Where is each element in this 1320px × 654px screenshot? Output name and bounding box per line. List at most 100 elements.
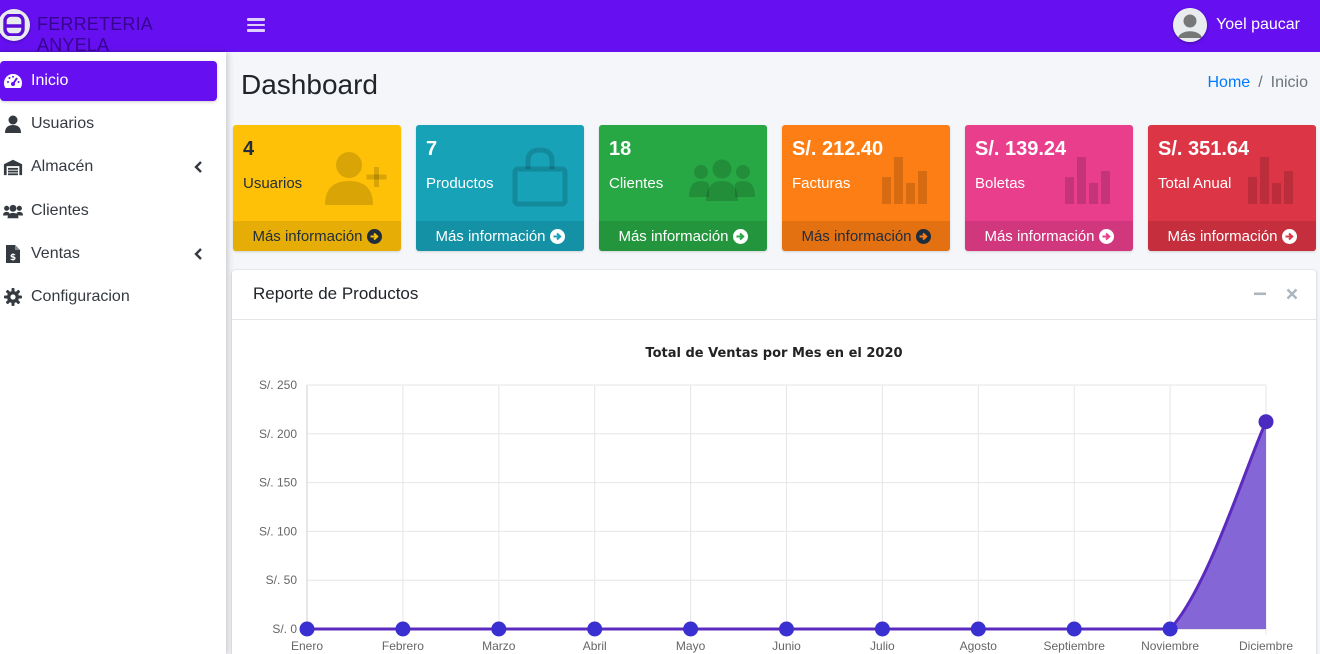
chart-points	[299, 414, 1274, 637]
top-navbar: FERRETERIA ANYELA Yoel paucar	[0, 0, 1320, 55]
x-tick-label: Febrero	[382, 639, 424, 653]
x-tick-label: Junio	[772, 639, 801, 653]
dashboard-gauge-icon	[3, 71, 23, 91]
y-tick-label: S/. 150	[259, 476, 297, 490]
sidebar-item-almacen[interactable]: Almacén	[0, 147, 217, 187]
bar-chart-icon	[882, 157, 927, 204]
info-box-label: Clientes	[609, 175, 664, 192]
chart-point[interactable]	[970, 621, 986, 637]
info-box-value: S/. 351.64	[1158, 138, 1250, 160]
brand[interactable]: FERRETERIA ANYELA	[0, 0, 226, 55]
letter-a-logo-icon	[0, 9, 30, 41]
card-header: Reporte de Productos	[232, 270, 1316, 320]
sidebar-item-label: Usuarios	[31, 115, 95, 132]
sidebar-item-ventas[interactable]: $ Ventas	[0, 234, 217, 274]
sales-area-chart: Total de Ventas por Mes en el 2020 S/. 0…	[259, 346, 1293, 653]
chart-x-axis: Enero Febrero Marzo Abril Mayo Junio Julio Agos…	[291, 639, 1293, 653]
chart-point[interactable]	[299, 621, 315, 637]
more-info-link[interactable]: Más información	[233, 221, 401, 251]
shopping-bag-icon	[512, 147, 568, 207]
bar-chart-icon	[1248, 157, 1293, 204]
info-box-label: Productos	[426, 175, 494, 192]
x-tick-label: Abril	[583, 639, 607, 653]
info-box-label: Facturas	[792, 175, 851, 192]
info-box-value: S/. 212.40	[792, 138, 884, 160]
sidebar-item-inicio[interactable]: Inicio	[0, 61, 217, 101]
x-tick-label: Noviembre	[1141, 639, 1199, 653]
x-tick-label: Marzo	[482, 639, 516, 653]
info-box-boletas: S/. 139.24 Boletas Más información	[965, 125, 1133, 251]
hamburger-icon[interactable]	[247, 15, 265, 35]
chart-point[interactable]	[491, 621, 507, 637]
user-plus-icon	[325, 152, 387, 205]
x-tick-label: Julio	[870, 639, 895, 653]
chart-point[interactable]	[1162, 621, 1178, 637]
arrow-circle-right-icon	[549, 228, 565, 244]
minus-icon[interactable]	[1253, 287, 1267, 301]
arrow-circle-right-icon	[732, 228, 748, 244]
info-box-value: 18	[609, 138, 632, 160]
arrow-circle-right-icon	[1098, 228, 1114, 244]
sidebar-item-usuarios[interactable]: Usuarios	[0, 104, 217, 144]
y-tick-label: S/. 200	[259, 427, 297, 441]
brand-name: FERRETERIA ANYELA	[37, 14, 153, 55]
chart-grid	[306, 384, 1267, 635]
sidebar-item-label: Inicio	[31, 72, 69, 89]
x-tick-label: Mayo	[676, 639, 706, 653]
chart-point[interactable]	[395, 621, 411, 637]
user-menu[interactable]: Yoel paucar	[1173, 5, 1300, 45]
more-info-label: Más información	[435, 227, 546, 245]
y-tick-label: S/. 0	[272, 622, 297, 636]
warehouse-icon	[3, 157, 23, 177]
x-tick-label: Enero	[291, 639, 323, 653]
gear-icon	[3, 287, 23, 307]
x-tick-label: Septiembre	[1044, 639, 1106, 653]
chart-point[interactable]	[874, 621, 890, 637]
users-icon	[689, 159, 755, 201]
chart-point[interactable]	[1066, 621, 1082, 637]
page-title: Dashboard	[241, 69, 378, 100]
info-box-total-anual: S/. 351.64 Total Anual Más información	[1148, 125, 1316, 251]
card-title: Reporte de Productos	[253, 284, 419, 303]
user-name: Yoel paucar	[1216, 16, 1300, 33]
chart-point[interactable]	[587, 621, 603, 637]
breadcrumb-home-link[interactable]: Home	[1207, 74, 1251, 91]
more-info-link[interactable]: Más información	[416, 221, 584, 251]
chevron-left-icon	[194, 161, 202, 173]
y-tick-label: S/. 50	[266, 573, 298, 587]
invoice-dollar-icon: $	[3, 244, 23, 264]
more-info-link[interactable]: Más información	[782, 221, 950, 251]
arrow-circle-right-icon	[915, 228, 931, 244]
info-box-label: Usuarios	[243, 175, 303, 192]
info-box-facturas: S/. 212.40 Facturas Más información	[782, 125, 950, 251]
breadcrumb: Home / Inicio	[1208, 74, 1309, 92]
user-icon	[3, 114, 23, 134]
info-box-label: Total Anual	[1158, 175, 1232, 192]
more-info-label: Más información	[801, 227, 912, 245]
info-box-value: S/. 139.24	[975, 138, 1067, 160]
chevron-left-icon	[194, 248, 202, 260]
sidebar-item-label: Configuracion	[31, 288, 130, 305]
sidebar-item-configuracion[interactable]: Configuracion	[0, 277, 217, 317]
more-info-label: Más información	[1167, 227, 1278, 245]
chart-point[interactable]	[779, 621, 794, 637]
more-info-link[interactable]: Más información	[599, 221, 767, 251]
info-box-usuarios: 4 Usuarios Más información	[233, 125, 401, 251]
users-icon	[3, 201, 23, 221]
info-box-clientes: 18 Clientes Más información	[599, 125, 767, 251]
arrow-circle-right-icon	[366, 228, 382, 244]
y-tick-label: S/. 250	[259, 378, 297, 392]
more-info-label: Más información	[984, 227, 1095, 245]
more-info-link[interactable]: Más información	[965, 221, 1133, 251]
chart-point[interactable]	[1258, 414, 1274, 430]
user-avatar-icon	[1173, 8, 1208, 42]
chart-title: Total de Ventas por Mes en el 2020	[645, 346, 902, 361]
breadcrumb-separator: /	[1258, 74, 1263, 91]
sidebar-item-clientes[interactable]: Clientes	[0, 191, 217, 231]
info-box-label: Boletas	[975, 175, 1026, 192]
svg-text:$: $	[10, 253, 16, 263]
close-icon[interactable]	[1285, 287, 1299, 301]
chart-point[interactable]	[683, 621, 699, 637]
product-report-card: Reporte de Productos Total de Ventas por…	[232, 270, 1316, 654]
more-info-link[interactable]: Más información	[1148, 221, 1316, 251]
